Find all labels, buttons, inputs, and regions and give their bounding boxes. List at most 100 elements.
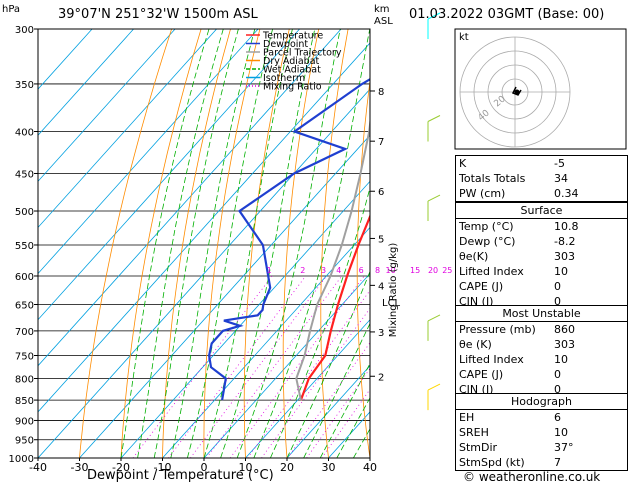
index-value: 0 [554, 368, 561, 381]
index-row: θe (K) 303 [456, 337, 627, 352]
index-key: CIN (J) [459, 295, 494, 308]
table-separator [456, 218, 627, 219]
lcl-label: LCL [382, 298, 401, 309]
km-tick-label: 3 [378, 328, 384, 339]
km-label: km [374, 4, 390, 15]
wet-adiabat [137, 29, 224, 458]
isotherm-line [38, 29, 259, 275]
pressure-tick-label: 400 [15, 128, 34, 139]
index-row: StmDir 37° [456, 440, 627, 455]
temperature-tick-label: 30 [322, 461, 336, 474]
isotherm-line [38, 42, 370, 413]
table-title: Most Unstable [502, 307, 581, 320]
index-key: Lifted Index [459, 353, 524, 366]
run-title: 01.03.2022 03GMT (Base: 00) [409, 7, 605, 22]
wind-barb-flag [427, 383, 441, 391]
plot-frame [37, 28, 371, 459]
temperature-tick-label: -30 [71, 461, 89, 474]
pressure-tick-label: 750 [15, 351, 34, 362]
isotherm-line [38, 29, 217, 229]
isotherm-line [38, 29, 134, 136]
index-key: Pressure (mb) [459, 323, 536, 336]
index-row: CAPE (J) 0 [456, 367, 627, 382]
index-key: Temp (°C) [459, 220, 514, 233]
isotherm-line [38, 29, 93, 90]
temperature-tick-label: 40 [363, 461, 377, 474]
isotherm-line [203, 272, 370, 458]
chart-axes: 1 2 3 4 6 8 10 15 20 2530035040045050055060065070… [9, 25, 453, 474]
wind-barb-flag [427, 314, 441, 322]
pressure-tick-label: 700 [15, 327, 34, 338]
isotherm-line [38, 29, 300, 321]
mixing-ratio-axis-title: Mixing Ratio (g/kg) [388, 243, 399, 338]
copyright-text: © weatheronline.co.uk [463, 470, 601, 484]
index-value: 10 [554, 265, 568, 278]
dry-adiabat [79, 29, 172, 458]
isotherm-line [245, 319, 370, 458]
pressure-tick-label: 300 [15, 25, 34, 36]
index-row: CAPE (J) 0 [456, 279, 627, 294]
index-value: 0.34 [554, 187, 579, 200]
index-key: K [459, 157, 467, 170]
index-row: StmSpd (kt) 7 [456, 455, 627, 470]
table-separator [456, 321, 627, 322]
temperature-tick-label: -20 [112, 461, 130, 474]
hodograph-storm-motion [514, 89, 520, 95]
pressure-tick-label: 850 [15, 396, 34, 407]
mixing-ratio-label: 8 [375, 266, 380, 275]
km-tick-label: 7 [378, 137, 384, 148]
pressure-tick-label: 800 [15, 374, 34, 385]
index-value: 0 [554, 383, 561, 396]
index-row: Dewp (°C) -8.2 [456, 234, 627, 249]
series-dewpoint [207, 77, 370, 401]
index-row: Temp (°C) 10.8 [456, 219, 627, 234]
mixing-ratio-label: 20 [428, 266, 438, 275]
mixing-ratio-line [132, 275, 273, 458]
index-row: Lifted Index 10 [456, 352, 627, 367]
index-row: CIN (J) 0 [456, 382, 627, 397]
mixing-ratio-line [261, 307, 370, 458]
index-value: 6 [554, 411, 561, 424]
temperature-tick-label: -10 [154, 461, 172, 474]
index-key: PW (cm) [459, 187, 506, 200]
wet-adiabat [220, 29, 316, 458]
pressure-tick-label: 900 [15, 416, 34, 427]
wet-adiabat [187, 29, 273, 458]
wet-adiabat [253, 29, 370, 458]
index-value: 7 [554, 456, 561, 469]
index-key: θe (K) [459, 338, 492, 351]
mixing-ratio-line [229, 275, 365, 458]
wind-barb-flag [427, 12, 441, 20]
dry-adiabat [203, 29, 261, 458]
index-key: Totals Totals [459, 172, 526, 185]
dry-adiabat [243, 29, 290, 458]
pressure-tick-label: 600 [15, 272, 34, 283]
pressure-tick-label: 450 [15, 169, 34, 180]
isotherm-line [120, 180, 370, 458]
pressure-tick-label: 650 [15, 301, 34, 312]
index-row: EH 6 [456, 410, 627, 425]
pressure-tick-label: 1000 [9, 454, 34, 465]
series-parcel-trajectory [295, 115, 370, 401]
isotherm-line [38, 29, 176, 182]
wet-adiabat [319, 362, 370, 458]
dry-adiabat [320, 29, 349, 458]
km-tick-label: 2 [378, 372, 384, 383]
index-value: 303 [554, 338, 575, 351]
index-key: CAPE (J) [459, 280, 504, 293]
index-value: 34 [554, 172, 568, 185]
dry-adiabat [356, 78, 370, 458]
index-row: CIN (J) 0 [456, 294, 627, 309]
table-title: Hodograph [511, 395, 572, 408]
pressure-tick-label: 350 [15, 80, 34, 91]
legend-entry: Mixing Ratio [263, 82, 322, 93]
index-key: CIN (J) [459, 383, 494, 396]
table-separator [456, 409, 627, 410]
mixing-ratio-label: 25 [442, 266, 452, 275]
dry-adiabat [282, 29, 320, 458]
hpa-unit-label: hPa [2, 4, 21, 15]
wind-barb-flag [427, 194, 441, 202]
legend-entry: Wet Adiabat [263, 65, 321, 76]
